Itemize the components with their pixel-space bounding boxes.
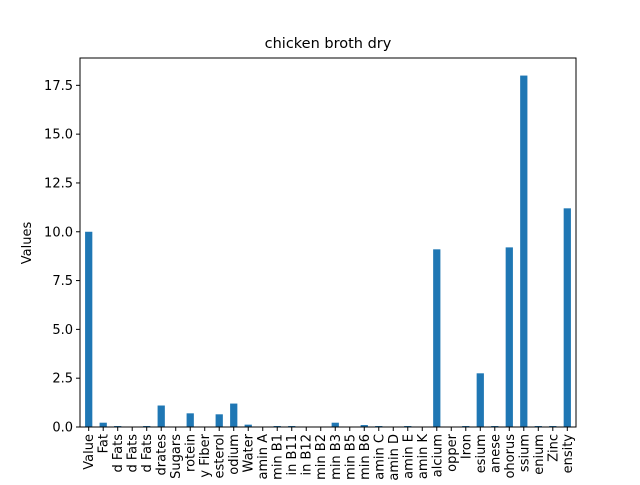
bar bbox=[331, 422, 339, 427]
x-tick-label: odium bbox=[227, 434, 242, 475]
x-tick-label: min B1 bbox=[271, 434, 286, 480]
x-tick-label: d Fats bbox=[126, 434, 141, 473]
x-tick-label: amin D bbox=[387, 434, 402, 480]
x-tick-label: in B12 bbox=[300, 434, 315, 475]
x-tick-label: Value bbox=[82, 434, 97, 470]
x-tick-label: esterol bbox=[213, 434, 228, 479]
bar bbox=[563, 208, 571, 427]
bar bbox=[520, 75, 528, 427]
x-tick-label: d Fats bbox=[140, 434, 155, 473]
bar bbox=[157, 405, 165, 427]
x-tick-label: drates bbox=[155, 434, 170, 476]
x-tick-label: enium bbox=[532, 434, 547, 475]
x-tick-label: Iron bbox=[459, 434, 474, 459]
x-tick-label: ohorus bbox=[503, 434, 518, 479]
x-tick-label: alcium bbox=[430, 434, 445, 477]
chart-title: chicken broth dry bbox=[265, 36, 392, 52]
bar bbox=[186, 413, 194, 427]
bar bbox=[505, 247, 513, 427]
bar bbox=[433, 249, 441, 427]
x-tick-label: Sugars bbox=[169, 434, 184, 479]
x-tick-label: ensity bbox=[561, 434, 576, 474]
bar bbox=[360, 425, 368, 427]
y-tick-label: 15.0 bbox=[44, 128, 73, 143]
y-tick-label: 10.0 bbox=[44, 225, 73, 240]
x-tick-label: amin C bbox=[372, 434, 387, 480]
x-tick-label: Fat bbox=[97, 434, 112, 453]
axes-frame bbox=[79, 57, 577, 428]
y-tick-label: 12.5 bbox=[44, 176, 73, 191]
x-tick-label: rotein bbox=[184, 434, 199, 472]
x-tick-label: min B5 bbox=[343, 434, 358, 480]
x-tick-label: d Fats bbox=[111, 434, 126, 473]
x-tick-label: amin A bbox=[256, 434, 271, 480]
bar bbox=[244, 424, 252, 427]
x-tick-label: amin E bbox=[401, 434, 416, 479]
x-tick-label: in B11 bbox=[285, 434, 300, 475]
x-tick-label: y Fiber bbox=[198, 433, 213, 477]
bar bbox=[99, 422, 107, 427]
x-tick-label: anese bbox=[488, 434, 503, 473]
bar bbox=[476, 373, 484, 427]
bar bbox=[215, 414, 223, 427]
y-tick-label: 5.0 bbox=[52, 323, 73, 338]
x-tick-label: esium bbox=[474, 434, 489, 473]
x-tick-label: min B2 bbox=[314, 434, 329, 480]
y-tick-label: 7.5 bbox=[52, 274, 73, 289]
y-tick-label: 17.5 bbox=[44, 79, 73, 94]
bar bbox=[85, 231, 93, 427]
x-tick-label: opper bbox=[445, 433, 460, 471]
y-tick-label: 0.0 bbox=[52, 421, 73, 436]
x-tick-label: ssium bbox=[517, 434, 532, 472]
y-tick-label: 2.5 bbox=[52, 372, 73, 387]
x-tick-label: amin K bbox=[416, 434, 431, 480]
x-tick-label: min B3 bbox=[329, 434, 344, 480]
x-tick-label: Zinc bbox=[546, 434, 561, 462]
bar bbox=[230, 403, 238, 427]
y-axis-label: Values bbox=[20, 222, 35, 265]
x-tick-label: Water bbox=[242, 433, 257, 472]
x-tick-label: min B6 bbox=[358, 434, 373, 480]
